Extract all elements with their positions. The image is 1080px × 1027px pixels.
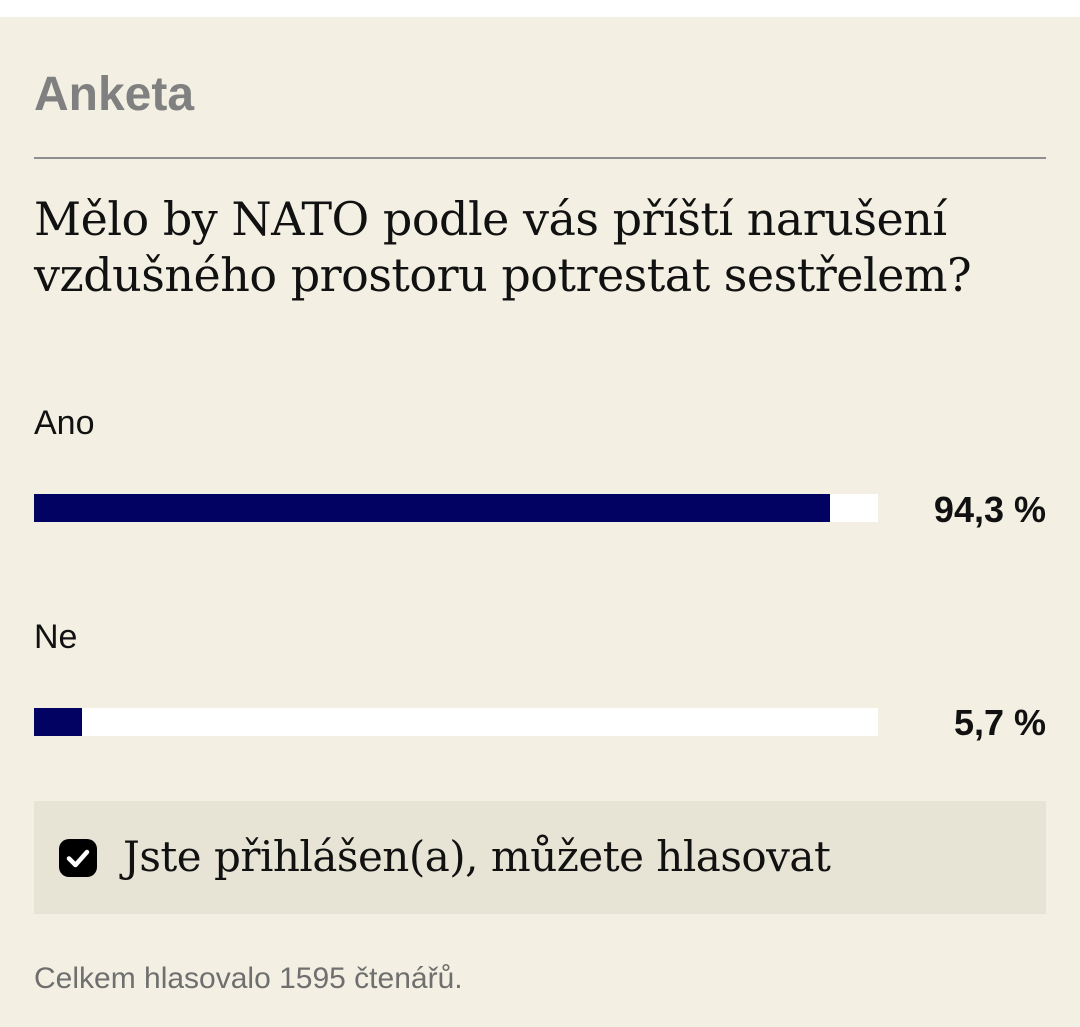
option-label-ano: Ano [34, 404, 95, 442]
login-notice[interactable]: Jste přihlášen(a), můžete hlasovat [34, 801, 1046, 914]
total-votes: Celkem hlasovalo 1595 čtenářů. [34, 962, 463, 995]
login-notice-text: Jste přihlášen(a), můžete hlasovat [123, 832, 831, 881]
option-percent-ne: 5,7 % [953, 702, 1046, 743]
option-label-ne: Ne [34, 618, 78, 656]
option-percent-ano: 94,3 % [933, 489, 1046, 530]
poll-heading: Anketa [34, 68, 195, 121]
option-bar-ne[interactable] [34, 708, 878, 736]
option-bar-fill-ne [34, 708, 83, 736]
divider [34, 157, 1046, 159]
option-bar-ano[interactable] [34, 494, 878, 522]
poll-widget: Anketa Mělo by NATO podle vás příští nar… [0, 17, 1080, 1027]
poll-question: Mělo by NATO podle vás příští narušení v… [34, 192, 972, 302]
option-bar-fill-ano [34, 494, 830, 522]
checkbox-checked-icon [59, 839, 97, 877]
